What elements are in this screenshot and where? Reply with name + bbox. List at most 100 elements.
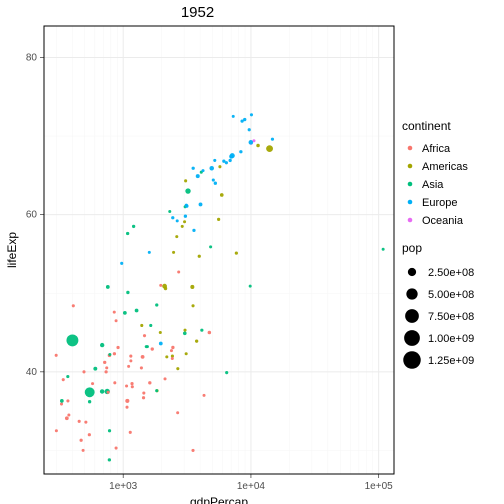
- data-point: [115, 447, 118, 450]
- x-tick-label: 1e+04: [237, 481, 266, 492]
- data-point: [65, 416, 69, 420]
- data-point: [209, 245, 212, 248]
- data-point: [230, 153, 235, 158]
- data-point: [108, 353, 111, 356]
- data-point: [159, 284, 162, 287]
- data-point: [113, 311, 116, 314]
- data-point: [183, 329, 186, 332]
- data-point: [103, 361, 106, 364]
- data-point: [140, 324, 143, 327]
- data-point: [195, 340, 198, 343]
- legend-swatch: [408, 218, 413, 223]
- data-point: [100, 389, 105, 394]
- data-point: [249, 140, 254, 145]
- legend-swatch: [408, 182, 413, 187]
- data-point: [126, 232, 129, 235]
- data-point: [271, 138, 274, 141]
- y-tick-label: 80: [26, 52, 38, 63]
- data-point: [164, 377, 167, 380]
- y-axis-label: lifeExp: [5, 232, 19, 268]
- data-point: [256, 144, 260, 148]
- data-point: [225, 371, 228, 374]
- data-point: [181, 225, 184, 228]
- data-point: [113, 352, 116, 355]
- data-point: [127, 365, 130, 368]
- data-point: [217, 218, 220, 221]
- data-point: [142, 396, 145, 399]
- legend-size-swatch: [405, 309, 419, 323]
- data-point: [171, 357, 174, 360]
- data-point: [85, 387, 95, 397]
- data-point: [66, 375, 69, 378]
- data-point: [55, 354, 58, 357]
- data-point: [185, 352, 188, 355]
- data-point: [93, 367, 97, 371]
- legend-pop-item: 2.50e+08: [428, 267, 474, 279]
- data-point: [84, 421, 87, 424]
- data-point: [120, 262, 123, 265]
- data-point: [130, 382, 133, 385]
- data-point: [60, 399, 64, 403]
- data-point: [66, 399, 69, 402]
- data-point: [129, 359, 132, 362]
- x-axis-label: gdpPercap: [190, 495, 248, 504]
- data-point: [250, 113, 253, 116]
- data-point: [145, 345, 148, 348]
- data-point: [126, 291, 129, 294]
- data-point: [67, 414, 70, 417]
- data-point: [220, 193, 224, 197]
- data-point: [155, 303, 158, 306]
- data-point: [108, 458, 111, 461]
- data-point: [135, 309, 139, 313]
- scatter-plot: 1e+031e+041e+05406080gdpPercaplifeExpcon…: [0, 0, 504, 504]
- data-point: [106, 285, 110, 289]
- data-point: [100, 343, 104, 347]
- legend-continent-item: Oceania: [422, 215, 464, 227]
- data-point: [171, 346, 174, 349]
- legend-size-swatch: [403, 351, 421, 369]
- data-point: [80, 439, 83, 442]
- data-point: [149, 324, 152, 327]
- data-point: [191, 449, 194, 452]
- data-point: [62, 378, 65, 381]
- y-tick-label: 60: [26, 210, 38, 221]
- data-point: [209, 166, 214, 171]
- data-point: [131, 385, 134, 388]
- data-point: [248, 128, 251, 131]
- data-point: [108, 429, 111, 432]
- data-point: [88, 400, 91, 403]
- legend-continent-item: Americas: [422, 161, 468, 173]
- data-point: [196, 174, 200, 178]
- data-point: [66, 334, 78, 346]
- data-point: [213, 159, 216, 162]
- data-point: [192, 167, 195, 170]
- chart-title: 1952: [0, 4, 395, 21]
- data-point: [60, 403, 63, 406]
- data-point: [239, 150, 242, 153]
- data-point: [151, 347, 154, 350]
- legend-continent-item: Asia: [422, 179, 444, 191]
- data-point: [191, 304, 194, 307]
- legend-pop-item: 1.25e+09: [428, 355, 474, 367]
- x-tick-label: 1e+05: [365, 481, 394, 492]
- data-point: [170, 349, 173, 352]
- data-point: [55, 429, 58, 432]
- data-point: [176, 219, 179, 222]
- data-point: [88, 433, 91, 436]
- data-point: [105, 366, 108, 369]
- data-point: [184, 215, 187, 218]
- data-point: [123, 311, 127, 315]
- data-point: [129, 355, 132, 358]
- data-point: [183, 220, 186, 223]
- data-point: [199, 202, 203, 206]
- legend-swatch: [408, 164, 413, 169]
- data-point: [125, 384, 128, 387]
- data-point: [115, 319, 118, 322]
- data-point: [129, 431, 132, 434]
- data-point: [148, 251, 151, 254]
- data-point: [200, 329, 203, 332]
- data-point: [192, 229, 195, 232]
- data-point: [159, 331, 162, 334]
- data-point: [104, 370, 107, 373]
- data-point: [175, 235, 178, 238]
